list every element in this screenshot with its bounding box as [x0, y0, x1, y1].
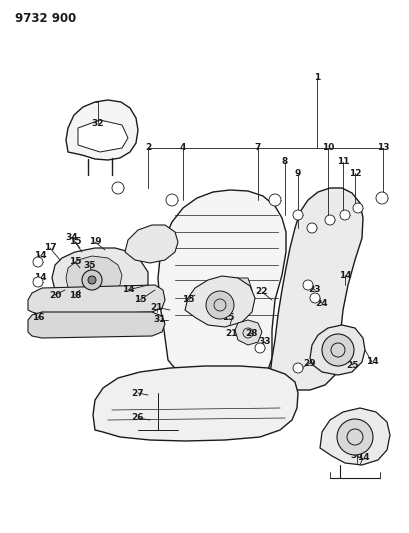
- Polygon shape: [52, 248, 148, 318]
- Text: 10: 10: [321, 143, 333, 152]
- Circle shape: [339, 210, 349, 220]
- Text: 27: 27: [131, 389, 144, 398]
- Text: 14: 14: [338, 271, 351, 279]
- Circle shape: [88, 276, 96, 284]
- Text: 17: 17: [44, 244, 56, 253]
- Circle shape: [375, 192, 387, 204]
- Polygon shape: [28, 285, 164, 315]
- Circle shape: [82, 270, 102, 290]
- Text: 24: 24: [315, 298, 328, 308]
- Text: 1: 1: [313, 74, 319, 83]
- Polygon shape: [184, 276, 254, 327]
- Text: 20: 20: [49, 290, 61, 300]
- Circle shape: [268, 194, 280, 206]
- Polygon shape: [28, 312, 164, 338]
- Text: 33: 33: [258, 337, 271, 346]
- Text: 2: 2: [144, 143, 151, 152]
- Polygon shape: [234, 320, 261, 345]
- Text: 11: 11: [336, 157, 348, 166]
- Text: 15: 15: [221, 313, 234, 322]
- Circle shape: [336, 419, 372, 455]
- Text: 22: 22: [255, 287, 267, 296]
- Polygon shape: [66, 256, 122, 298]
- Circle shape: [112, 182, 124, 194]
- Polygon shape: [125, 225, 178, 263]
- Circle shape: [309, 293, 319, 303]
- Text: 14: 14: [121, 286, 134, 295]
- Text: 15: 15: [69, 257, 81, 266]
- Text: 8: 8: [281, 157, 288, 166]
- Circle shape: [33, 277, 43, 287]
- Polygon shape: [78, 120, 128, 152]
- Text: 4: 4: [180, 143, 186, 152]
- Text: 18: 18: [69, 290, 81, 300]
- Text: 7: 7: [254, 143, 261, 152]
- Text: 14: 14: [356, 454, 369, 463]
- Text: 15: 15: [69, 238, 81, 246]
- Polygon shape: [319, 408, 389, 465]
- Circle shape: [292, 210, 302, 220]
- Text: 25: 25: [346, 360, 358, 369]
- Text: 9732 900: 9732 900: [15, 12, 76, 25]
- Polygon shape: [270, 188, 362, 390]
- Text: 29: 29: [303, 359, 315, 367]
- Circle shape: [205, 291, 234, 319]
- Circle shape: [306, 223, 316, 233]
- Text: 9: 9: [294, 168, 301, 177]
- Text: 15: 15: [133, 295, 146, 304]
- Text: 19: 19: [88, 238, 101, 246]
- Circle shape: [324, 215, 334, 225]
- Circle shape: [321, 334, 353, 366]
- Text: 12: 12: [348, 168, 360, 177]
- Polygon shape: [93, 366, 297, 441]
- Text: 32: 32: [92, 118, 104, 127]
- Circle shape: [302, 280, 312, 290]
- Text: 16: 16: [31, 313, 44, 322]
- Text: 14: 14: [34, 251, 46, 260]
- Circle shape: [254, 343, 264, 353]
- Text: 21: 21: [225, 328, 238, 337]
- Text: 15: 15: [181, 295, 194, 304]
- Polygon shape: [309, 325, 364, 375]
- Text: 14: 14: [34, 273, 46, 282]
- Polygon shape: [157, 190, 285, 385]
- Text: 30: 30: [350, 450, 362, 459]
- Text: 23: 23: [308, 286, 321, 295]
- Polygon shape: [66, 100, 138, 160]
- Text: 31: 31: [153, 316, 166, 325]
- Circle shape: [292, 363, 302, 373]
- Polygon shape: [227, 278, 252, 302]
- Text: 13: 13: [376, 143, 388, 152]
- Circle shape: [352, 203, 362, 213]
- Circle shape: [33, 257, 43, 267]
- Text: 28: 28: [245, 328, 258, 337]
- Text: 26: 26: [131, 414, 144, 423]
- Text: 14: 14: [365, 358, 378, 367]
- Text: 35: 35: [83, 261, 96, 270]
- Text: 34: 34: [65, 233, 78, 243]
- Circle shape: [166, 194, 178, 206]
- Text: 21: 21: [151, 303, 163, 312]
